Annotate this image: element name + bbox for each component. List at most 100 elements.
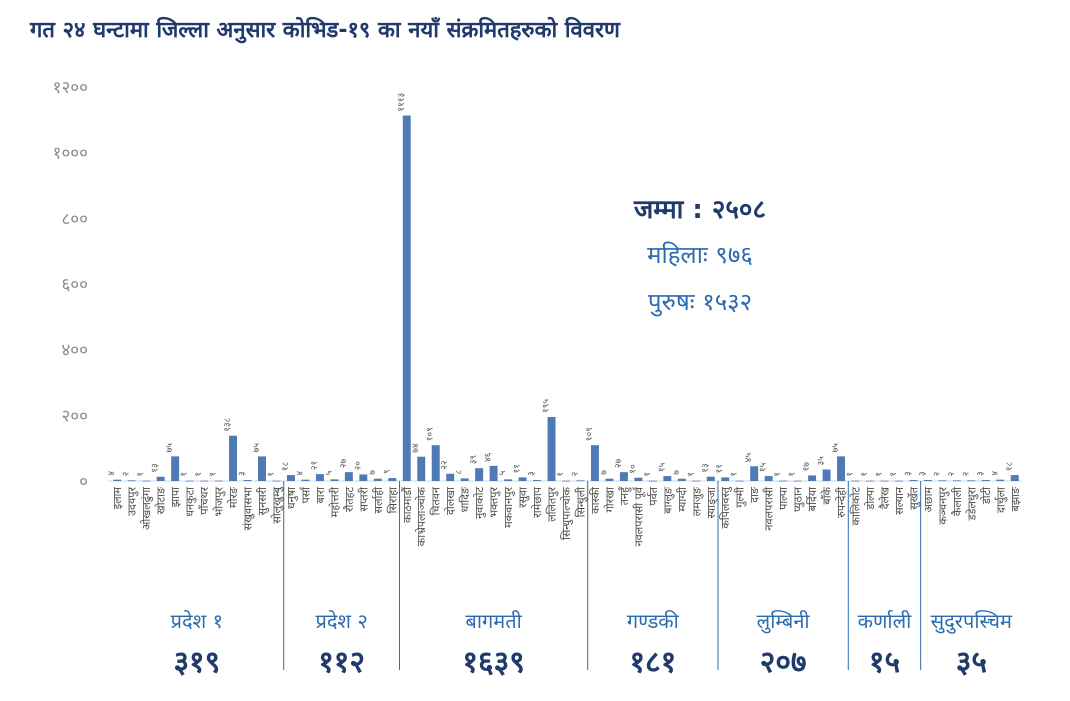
region-total: २०७: [760, 645, 807, 680]
district-label: लमजुङ: [690, 486, 703, 516]
district-label: काभ्रेपलाञ्चोक: [415, 486, 428, 546]
district-label: सुनसरी: [256, 487, 269, 515]
bar: [634, 477, 643, 481]
region-name: लुम्बिनी: [757, 609, 811, 634]
district-label: म्याग्दी: [676, 487, 689, 512]
bar: [779, 480, 788, 482]
district-label: सुर्खेत: [907, 486, 920, 509]
district-label: गोरखा: [603, 487, 616, 513]
district-label: रौतहट: [343, 487, 356, 512]
y-tick-label: १०००: [53, 144, 88, 164]
region-total: १८१: [629, 645, 676, 680]
bar: [648, 480, 657, 482]
bar: [142, 480, 151, 482]
bar: [967, 480, 976, 482]
bar: [185, 480, 194, 482]
district-label: मकवानपुर: [502, 487, 515, 528]
bar: [359, 474, 368, 481]
data-label: १: [556, 472, 566, 477]
data-label: ९: [382, 469, 392, 474]
bar: [533, 480, 542, 481]
district-label: सोलुखुम्बु: [270, 486, 283, 524]
bar: [258, 456, 266, 481]
bar: [952, 480, 961, 482]
data-label: १: [889, 472, 899, 477]
data-label: ७: [599, 470, 609, 475]
female-label: महिलाः: [647, 241, 708, 269]
data-label: ४: [990, 471, 1000, 476]
district-label: मोरङ: [227, 486, 240, 508]
data-label: १८: [1005, 461, 1015, 471]
bar: [200, 480, 209, 482]
data-label: १: [730, 472, 740, 477]
data-label: ८: [455, 469, 465, 474]
district-label: बाग्लुङ: [661, 486, 674, 514]
bar: [127, 480, 136, 482]
district-label: सर्लाही: [372, 487, 385, 514]
data-label: १: [209, 472, 219, 477]
data-label: ४५: [744, 453, 754, 463]
bar: [837, 456, 846, 481]
district-label: अछाम: [922, 487, 935, 513]
bar: [417, 456, 426, 481]
bar: [475, 468, 484, 481]
data-label: ७: [672, 470, 682, 475]
y-tick-label: ८००: [61, 209, 88, 229]
summary-box: जम्मा : २५०८ महिलाः ९७६ पुरुषः १५३२: [600, 190, 800, 318]
data-label: २: [570, 471, 580, 476]
data-label: १८: [281, 461, 291, 471]
data-label: २: [122, 471, 132, 476]
district-label: चितवन: [430, 486, 443, 515]
data-label: १९५: [542, 399, 552, 413]
data-label: २: [932, 471, 942, 476]
bar: [286, 475, 295, 481]
region-name: प्रदेश २: [315, 609, 367, 633]
district-label: भोजपुर: [213, 487, 226, 517]
data-label: २२: [440, 460, 450, 470]
district-label: इलाम: [111, 487, 124, 510]
data-label: ७: [368, 470, 378, 475]
district-label: दाङ: [748, 486, 761, 503]
bar: [938, 480, 947, 482]
bars-group: [113, 115, 1019, 482]
bar: [981, 480, 990, 481]
district-label: कास्की: [589, 487, 602, 514]
bar: [460, 478, 469, 481]
district-label: डोटी: [980, 487, 993, 505]
data-label: ४६: [484, 452, 494, 462]
male-line: पुरुषः १५३२: [600, 285, 800, 318]
bar: [518, 477, 527, 481]
region-total: ३१९: [173, 645, 220, 680]
data-label: १३: [151, 463, 161, 472]
bar: [706, 476, 715, 481]
district-label: दोलखा: [444, 487, 457, 515]
district-label: पाल्पा: [777, 487, 790, 510]
data-label: १: [788, 472, 798, 477]
bar: [590, 445, 599, 481]
district-label: सिन्धुपाल्चोक: [560, 486, 573, 540]
district-label: दैलेख: [878, 486, 891, 509]
data-label: ११: [715, 464, 725, 473]
bar: [171, 456, 180, 481]
data-label: १०९: [426, 427, 436, 441]
bar: [764, 476, 773, 481]
data-label: ३५: [817, 456, 827, 466]
bar: [808, 475, 817, 481]
bar: [156, 476, 165, 481]
y-axis: ० २०० ४०० ६०० ८०० १००० १२००: [53, 78, 88, 492]
total-label: जम्मा :: [634, 195, 703, 225]
bar: [402, 115, 411, 481]
district-label: तनहुँ: [618, 486, 632, 505]
data-label: २: [947, 471, 957, 476]
data-label: १: [194, 472, 204, 477]
bar: [996, 479, 1005, 481]
data-label: ११: [513, 464, 523, 473]
bar: [301, 479, 310, 481]
bar: [663, 476, 672, 481]
district-label: खोटाङ: [155, 486, 168, 514]
bar: [793, 480, 802, 482]
district-label: संखुवासभा: [242, 487, 255, 531]
district-label: नवलपरासी: [763, 487, 776, 531]
